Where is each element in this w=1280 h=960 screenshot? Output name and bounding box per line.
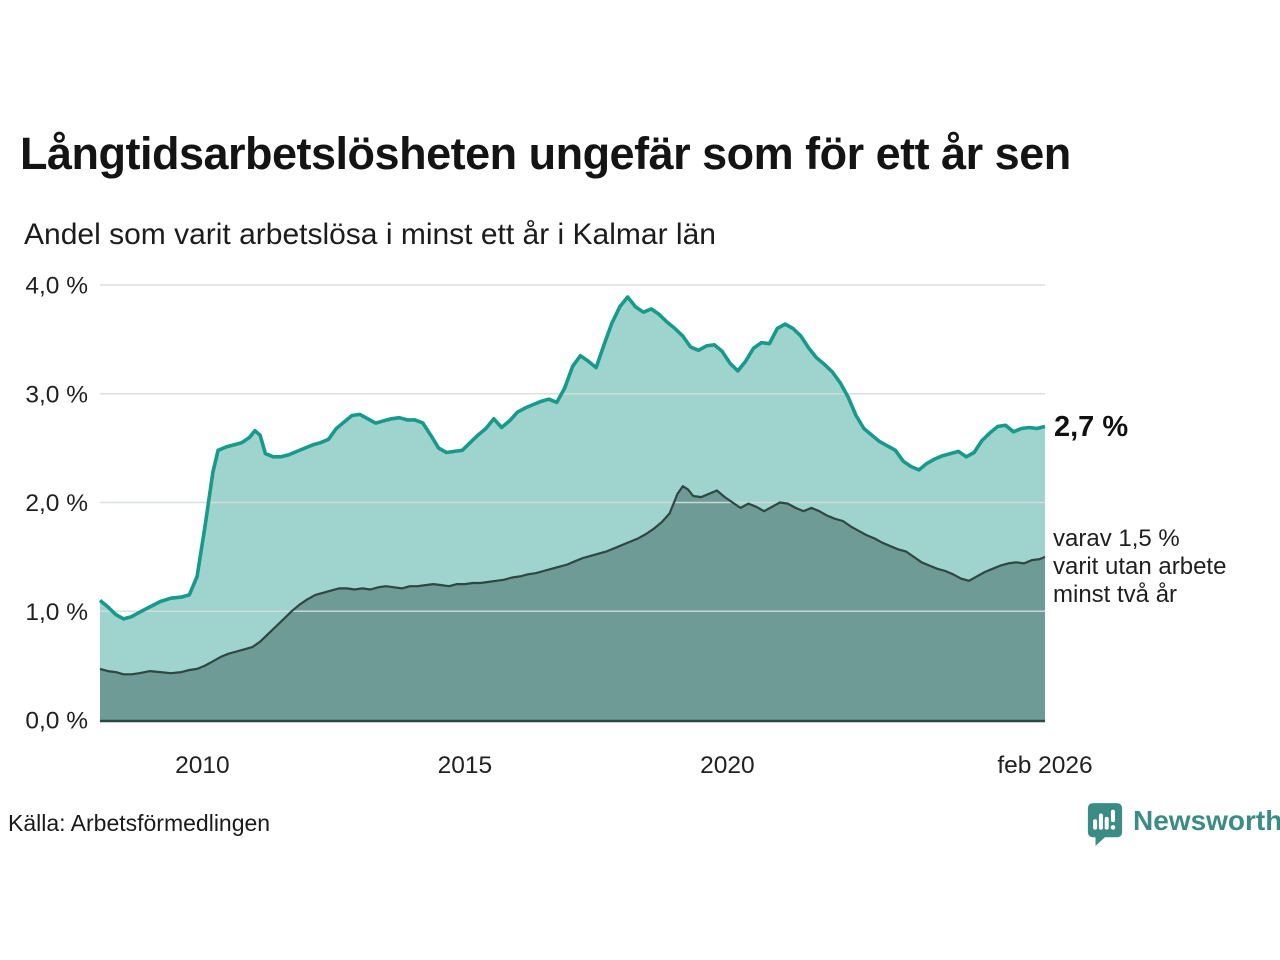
x-axis-label: 2015 xyxy=(438,752,493,779)
y-axis-label: 3,0 % xyxy=(25,381,88,408)
annotation-line: minst två år xyxy=(1053,581,1178,608)
area-two-years xyxy=(100,486,1045,720)
x-axis-label: feb 2026 xyxy=(997,752,1092,779)
x-axis-label: 2010 xyxy=(175,752,230,779)
y-axis-label: 4,0 % xyxy=(25,273,88,300)
annotation-line: varav 1,5 % xyxy=(1053,525,1180,552)
line-total-one-year xyxy=(98,295,1046,621)
line-two-years xyxy=(99,485,1046,676)
page-subtitle: Andel som varit arbetslösa i minst ett å… xyxy=(24,218,716,251)
bar-chart-speech-bubble-icon xyxy=(1087,803,1123,846)
area-chart: 0,0 % 1,0 % 2,0 % 3,0 % 4,0 % 2010 2015 2020 feb… xyxy=(25,273,1092,780)
y-axis-label: 0,0 % xyxy=(25,708,88,735)
y-axis-label: 1,0 % xyxy=(25,599,88,626)
latest-value-label: 2,7 % xyxy=(1054,411,1129,443)
x-axis-label: 2020 xyxy=(700,752,755,779)
newsworthy-logo: Newsworthy xyxy=(1086,801,1280,847)
annotation-line: varit utan arbete xyxy=(1053,553,1227,580)
two-year-annotation: varav 1,5 % varit utan arbete minst två … xyxy=(1053,525,1226,609)
page-title: Långtidsarbetslösheten ungefär som för e… xyxy=(20,128,1071,179)
newsworthy-logo-text: Newsworthy xyxy=(1133,805,1280,836)
y-axis-label: 2,0 % xyxy=(25,490,88,517)
source-note: Källa: Arbetsförmedlingen xyxy=(8,810,271,836)
